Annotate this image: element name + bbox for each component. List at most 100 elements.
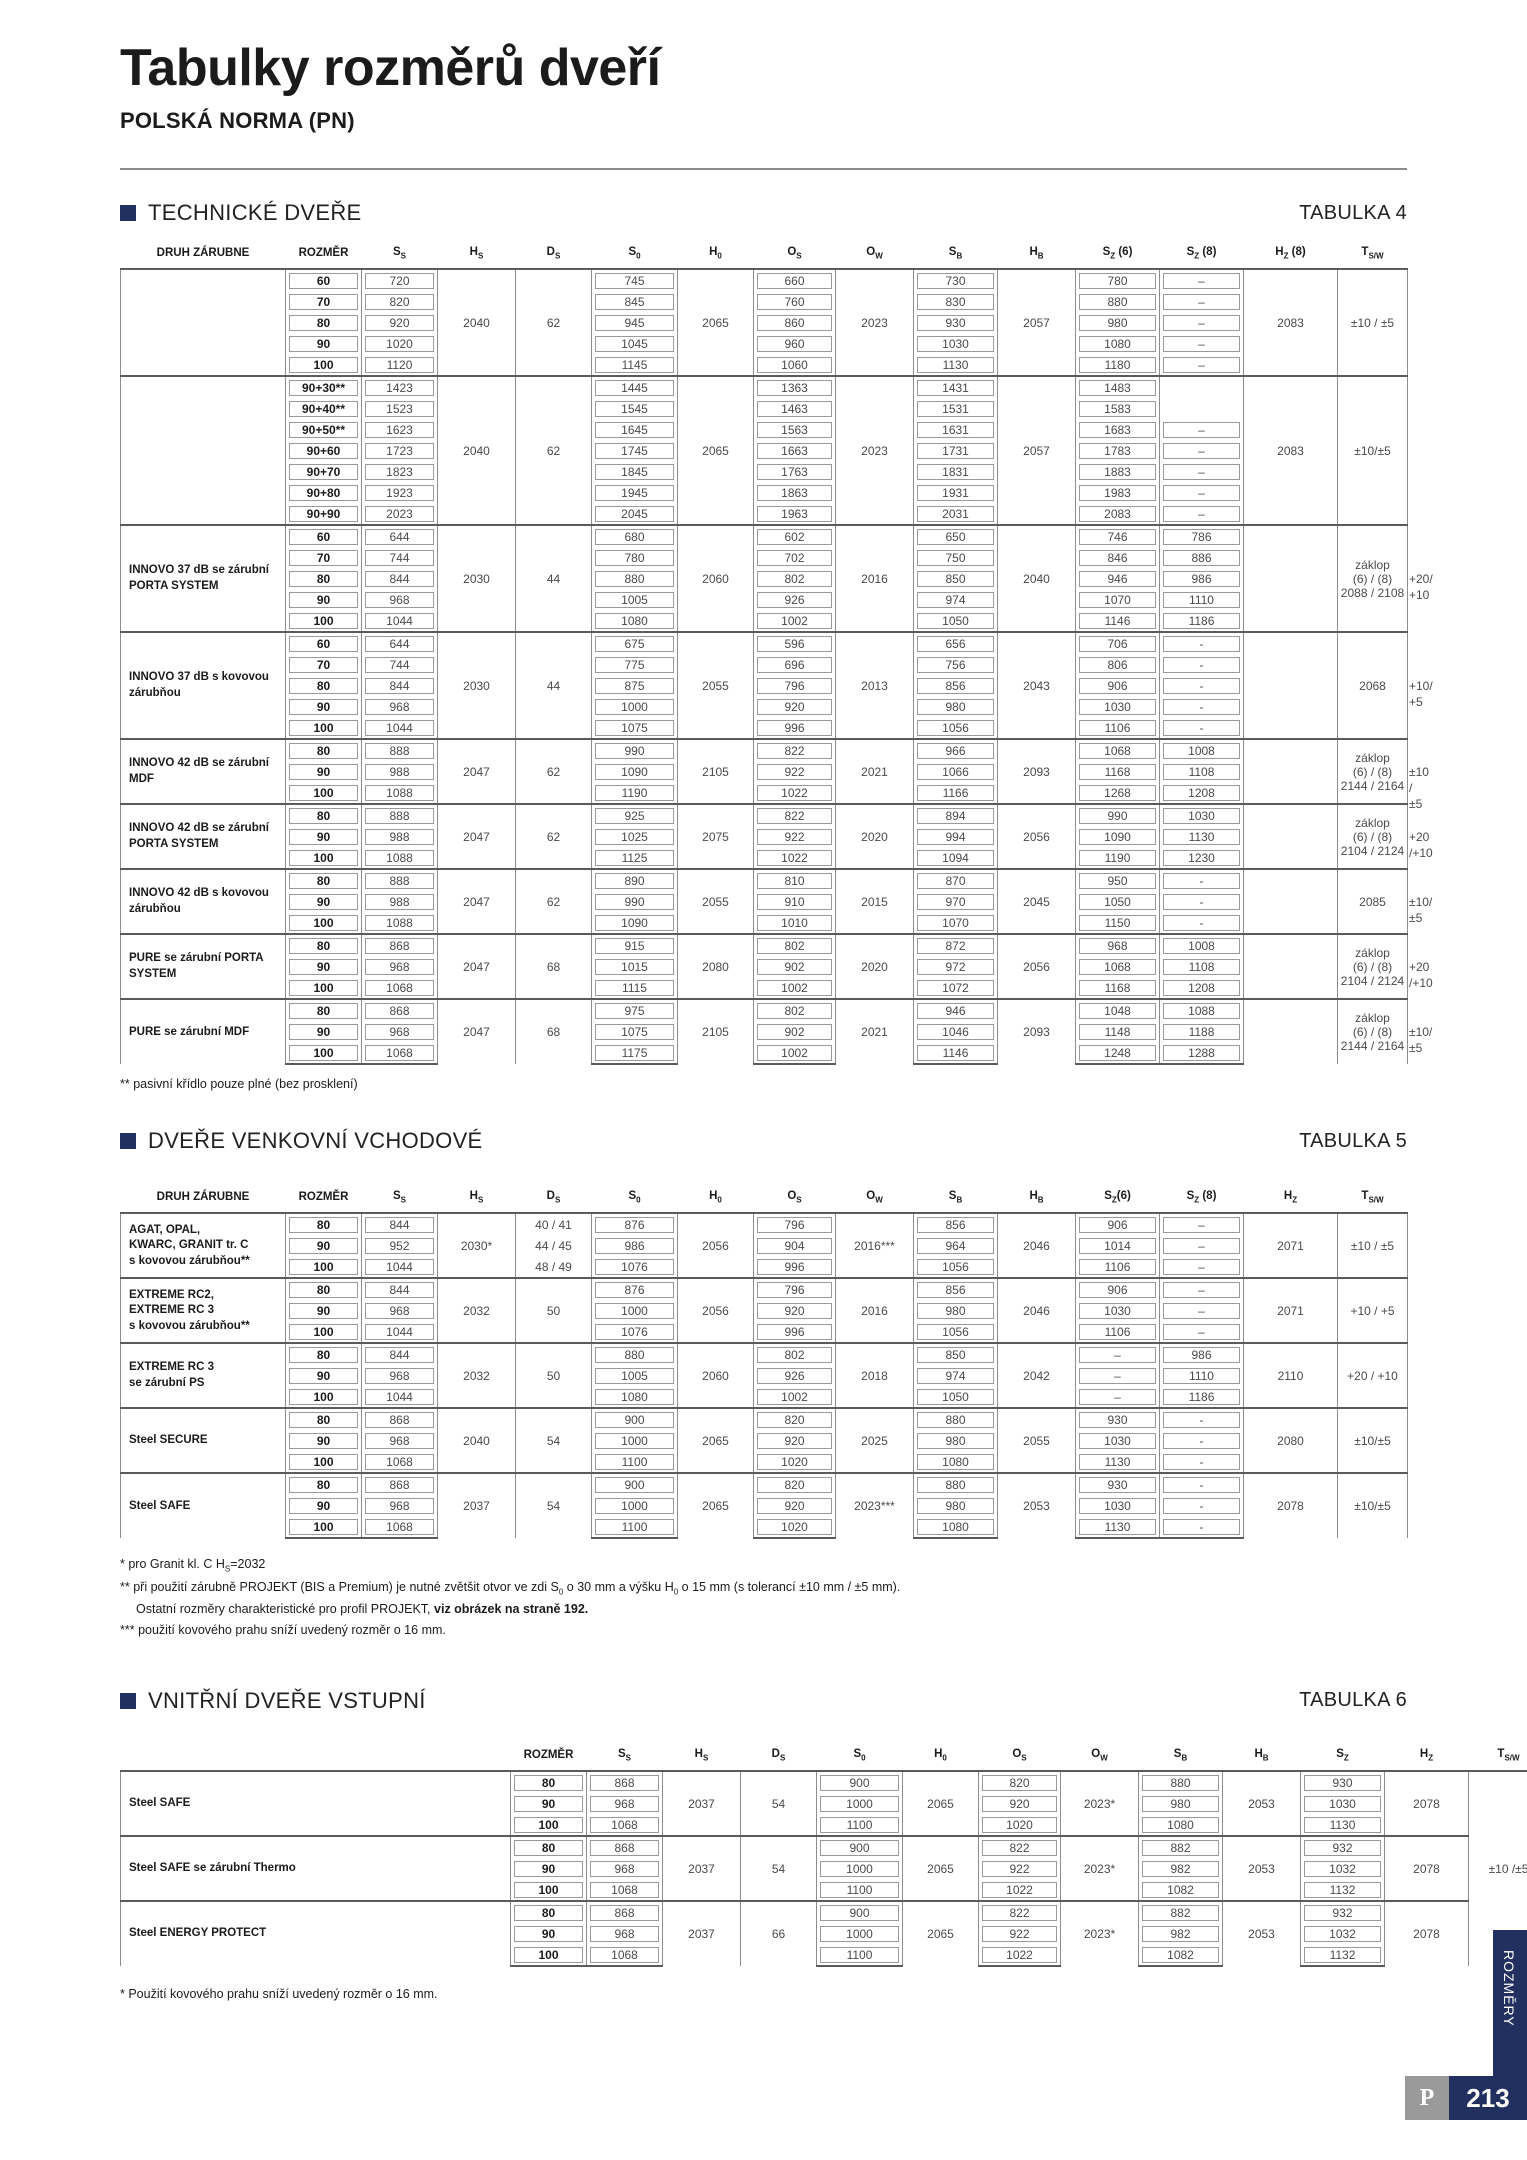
col-header-rozmer: ROZMĚR: [298, 247, 349, 260]
cell-sb: 882: [1138, 1900, 1223, 1924]
row-type-name: EXTREME RC 3 se zárubní PS: [120, 1342, 286, 1409]
cell-sz6: –: [1159, 268, 1244, 292]
cell-ow: 1931: [913, 482, 998, 504]
cell-hb: 806: [1075, 654, 1160, 676]
table-row: 90+50** 1623 1645 1563 1631 1683–: [121, 419, 1408, 441]
cell-ow: 2023*: [1060, 1770, 1139, 1837]
cell-so: 880: [591, 1342, 678, 1366]
cell-size: 80: [285, 998, 362, 1022]
cell-sb: 2056: [997, 933, 1076, 1000]
cell-so: 875: [591, 675, 678, 697]
cell-sz6: -: [1159, 717, 1244, 741]
cell-sz: 932: [1300, 1835, 1385, 1859]
cell-sz6: -: [1159, 912, 1244, 936]
cell-hs: 2032: [437, 1277, 516, 1344]
section-title-t6: VNITŘNÍ DVEŘE VSTUPNÍ: [148, 1687, 426, 1713]
cell-so: 1080: [591, 1386, 678, 1410]
cell-ho: 902: [753, 1021, 836, 1043]
cell-sz6: –: [1159, 482, 1244, 504]
cell-hs: 2030*: [437, 1212, 516, 1279]
cell-hs: 2037: [662, 1770, 741, 1837]
cell-ow: 1050: [913, 610, 998, 634]
cell-sz6: 1106: [1075, 1321, 1160, 1345]
cell-hs: 2032: [437, 1342, 516, 1409]
cell-ho: 922: [753, 826, 836, 848]
cell-os: 2015: [835, 868, 914, 935]
col-header-rozmer: ROZMĚR: [298, 1191, 349, 1204]
cell-size: 80: [510, 1900, 587, 1924]
col-header-s0: S0: [628, 1190, 641, 1205]
row-type-name: [120, 268, 286, 377]
col-header-s0: S0: [853, 1747, 866, 1763]
cell-ow: 1046: [913, 1021, 998, 1043]
cell-ds: 66: [740, 1900, 817, 1967]
cell-ss: 744: [361, 654, 438, 676]
cell-ow: 994: [913, 826, 998, 848]
col-header-ds: DS: [771, 1747, 786, 1763]
cell-hb: 2053: [1222, 1900, 1301, 1967]
table-row: 100 1068 1115 1002 1072 1168 1208: [121, 977, 1408, 1001]
cell-sz6: 1288: [1159, 1042, 1244, 1066]
cell-size: 80: [510, 1835, 587, 1859]
cell-ss: 1068: [586, 1944, 663, 1968]
cell-ow: 1066: [913, 761, 998, 783]
cell-ss: 1020: [361, 333, 438, 355]
cell-ds: 40 / 41: [515, 1212, 592, 1236]
cell-ho: 960: [753, 333, 836, 355]
cell-so: 1945: [591, 482, 678, 504]
col-header-hb: HB: [1029, 1190, 1044, 1205]
col-header-hb: HB: [1254, 1747, 1269, 1763]
cell-ss: 968: [361, 1365, 438, 1387]
cell-os: 1002: [753, 1386, 836, 1410]
cell-ss: 888: [361, 868, 438, 892]
cell-hb: 2053: [1222, 1835, 1301, 1902]
cell-ss: 988: [361, 891, 438, 913]
cell-size: 100: [285, 977, 362, 1001]
table-5: DRUH ZÁRUBNE ROZMĚR SS HS DS S0 H0 OS OW SB HB SZ(6…: [120, 1184, 1408, 1540]
cell-ss: 1088: [361, 847, 438, 871]
cell-sz6: 1108: [1159, 956, 1244, 978]
cell-sz6: 1230: [1159, 847, 1244, 871]
cell-ow: 1072: [913, 977, 998, 1001]
cell-ss: 920: [361, 312, 438, 334]
section-title-t4: TECHNICKÉ DVEŘE: [148, 200, 362, 225]
cell-sz6: 1030: [1075, 1300, 1160, 1322]
col-header-ds: DS: [546, 1190, 561, 1205]
cell-size: 100: [285, 717, 362, 741]
table-row: 100 1068 1100 1020 1080 1130-: [121, 1451, 1408, 1475]
cell-os: 920: [753, 1430, 836, 1452]
table-row: 90+90 2023 2045 1963 2031 2083–: [121, 503, 1408, 527]
cell-ds: 48 / 49: [515, 1256, 592, 1280]
cell-sz8: -: [1159, 1472, 1244, 1496]
table-row: 100 1068 1100 1022 1082 1132: [121, 1879, 1527, 1903]
cell-ds: 44: [515, 631, 592, 740]
cell-sb: 882: [1138, 1835, 1223, 1859]
cell-so: 1090: [591, 912, 678, 936]
cell-size: 90: [510, 1793, 587, 1815]
cell-so: 1125: [591, 847, 678, 871]
cell-ss: 1723: [361, 440, 438, 462]
cell-ow: 1056: [913, 717, 998, 741]
col-header-ss: SS: [392, 246, 406, 261]
cell-sz6: 1108: [1159, 761, 1244, 783]
cell-ss: 744: [361, 547, 438, 569]
cell-os: 2020: [835, 803, 914, 870]
cell-os: 820: [753, 1407, 836, 1431]
cell-ss: 644: [361, 524, 438, 548]
cell-so: 780: [591, 547, 678, 569]
cell-ow: 2031: [913, 503, 998, 527]
cell-so-shared: 2065: [677, 1407, 754, 1474]
cell-so: 845: [591, 291, 678, 313]
cell-sz8: [1243, 738, 1338, 805]
cell-sb: 982: [1138, 1923, 1223, 1945]
table-row: 100 1044 1075 996 1056 1106-: [121, 717, 1408, 741]
cell-ho: 920: [753, 696, 836, 718]
cell-so: 900: [591, 1472, 678, 1496]
cell-sz6: -: [1159, 891, 1244, 913]
cell-hs: 2037: [662, 1900, 741, 1967]
cell-so: 745: [591, 268, 678, 292]
cell-so-shared: 2055: [677, 868, 754, 935]
cell-ho: 822: [753, 803, 836, 827]
table-row: 100 1068 1100 1020 1080 1130-: [121, 1516, 1408, 1540]
cell-ss: 844: [361, 568, 438, 590]
